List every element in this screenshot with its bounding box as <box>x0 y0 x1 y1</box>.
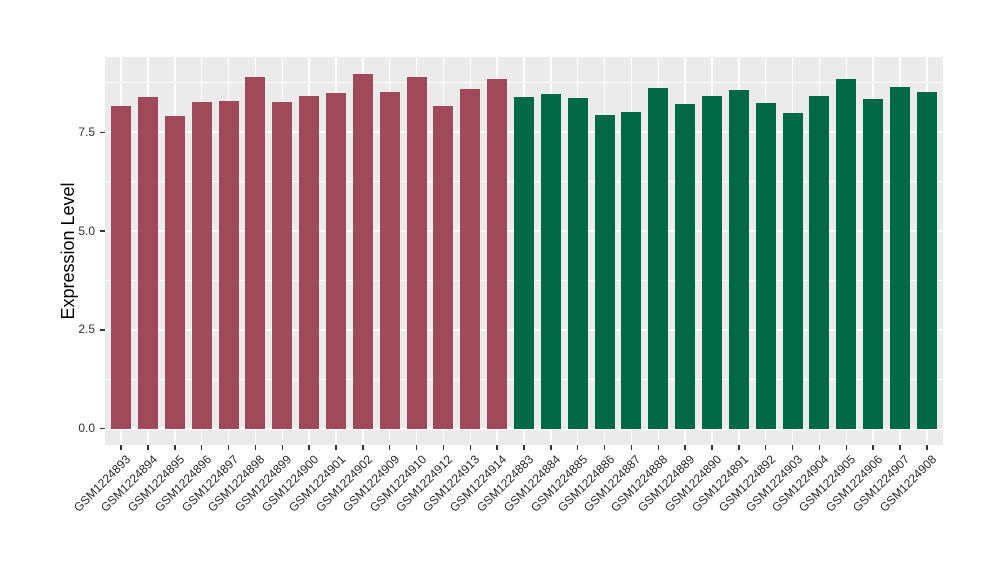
x-tick <box>711 445 713 450</box>
bar-GSM1224895 <box>164 116 185 429</box>
x-tick <box>254 445 257 450</box>
bar-GSM1224888 <box>648 88 669 429</box>
bar-GSM1224913 <box>460 88 481 429</box>
y-tick <box>100 230 105 232</box>
x-tick <box>818 445 821 450</box>
bar-GSM1224908 <box>916 91 937 429</box>
y-tick-label: 7.5 <box>78 124 95 139</box>
x-tick <box>147 445 149 450</box>
x-tick <box>684 445 686 450</box>
bar-GSM1224892 <box>755 103 776 429</box>
y-tick <box>100 329 105 331</box>
x-tick <box>738 445 740 450</box>
bar-GSM1224912 <box>433 106 454 429</box>
bar-GSM1224900 <box>299 96 320 429</box>
x-tick <box>791 445 794 450</box>
bar-GSM1224902 <box>352 74 373 429</box>
bar-GSM1224897 <box>218 100 239 429</box>
x-tick <box>200 445 203 450</box>
x-tick <box>899 445 901 450</box>
x-tick <box>469 445 472 450</box>
y-tick-label: 5.0 <box>78 223 95 238</box>
bar-GSM1224885 <box>567 97 588 429</box>
y-tick <box>100 131 105 133</box>
x-tick <box>362 445 364 450</box>
bar-GSM1224903 <box>782 112 803 429</box>
bar-GSM1224893 <box>111 105 132 429</box>
bar-GSM1224904 <box>809 96 830 429</box>
x-tick <box>550 445 552 450</box>
x-tick <box>926 445 928 450</box>
bar-GSM1224891 <box>728 90 749 429</box>
x-tick <box>227 445 230 450</box>
x-tick <box>388 445 391 450</box>
bar-GSM1224886 <box>594 115 615 429</box>
x-tick <box>657 445 660 450</box>
bar-GSM1224887 <box>621 112 642 429</box>
bar-GSM1224896 <box>191 101 212 429</box>
x-tick <box>442 445 445 450</box>
x-tick <box>174 445 176 450</box>
bar-GSM1224910 <box>406 77 427 429</box>
x-tick <box>630 445 633 450</box>
y-tick-label: 0.0 <box>78 421 95 435</box>
y-tick-label: 2.5 <box>78 322 95 337</box>
x-tick <box>415 445 418 450</box>
x-tick <box>281 445 284 450</box>
plot-panel <box>105 57 943 445</box>
x-tick <box>335 445 337 450</box>
x-tick <box>603 445 606 450</box>
bar-GSM1224883 <box>514 97 534 429</box>
bar-GSM1224909 <box>379 91 400 429</box>
bar-GSM1224905 <box>836 78 857 429</box>
bar-GSM1224901 <box>325 92 346 429</box>
x-tick <box>872 445 874 450</box>
x-tick <box>764 445 767 450</box>
x-tick <box>523 445 525 450</box>
x-tick <box>120 445 122 450</box>
x-tick <box>845 445 848 450</box>
bar-GSM1224890 <box>702 95 722 429</box>
x-tick <box>496 445 498 450</box>
bar-GSM1224884 <box>540 94 561 429</box>
y-axis-title: Expression Level <box>58 182 78 320</box>
x-tick <box>576 445 579 450</box>
bar-GSM1224894 <box>137 96 158 429</box>
bar-GSM1224907 <box>890 87 911 429</box>
bar-GSM1224899 <box>272 102 293 429</box>
y-tick <box>100 427 105 430</box>
bar-GSM1224906 <box>863 99 884 429</box>
bar-GSM1224914 <box>487 78 508 429</box>
x-tick <box>308 445 310 450</box>
bar-GSM1224889 <box>675 104 696 429</box>
bar-GSM1224898 <box>245 77 266 429</box>
